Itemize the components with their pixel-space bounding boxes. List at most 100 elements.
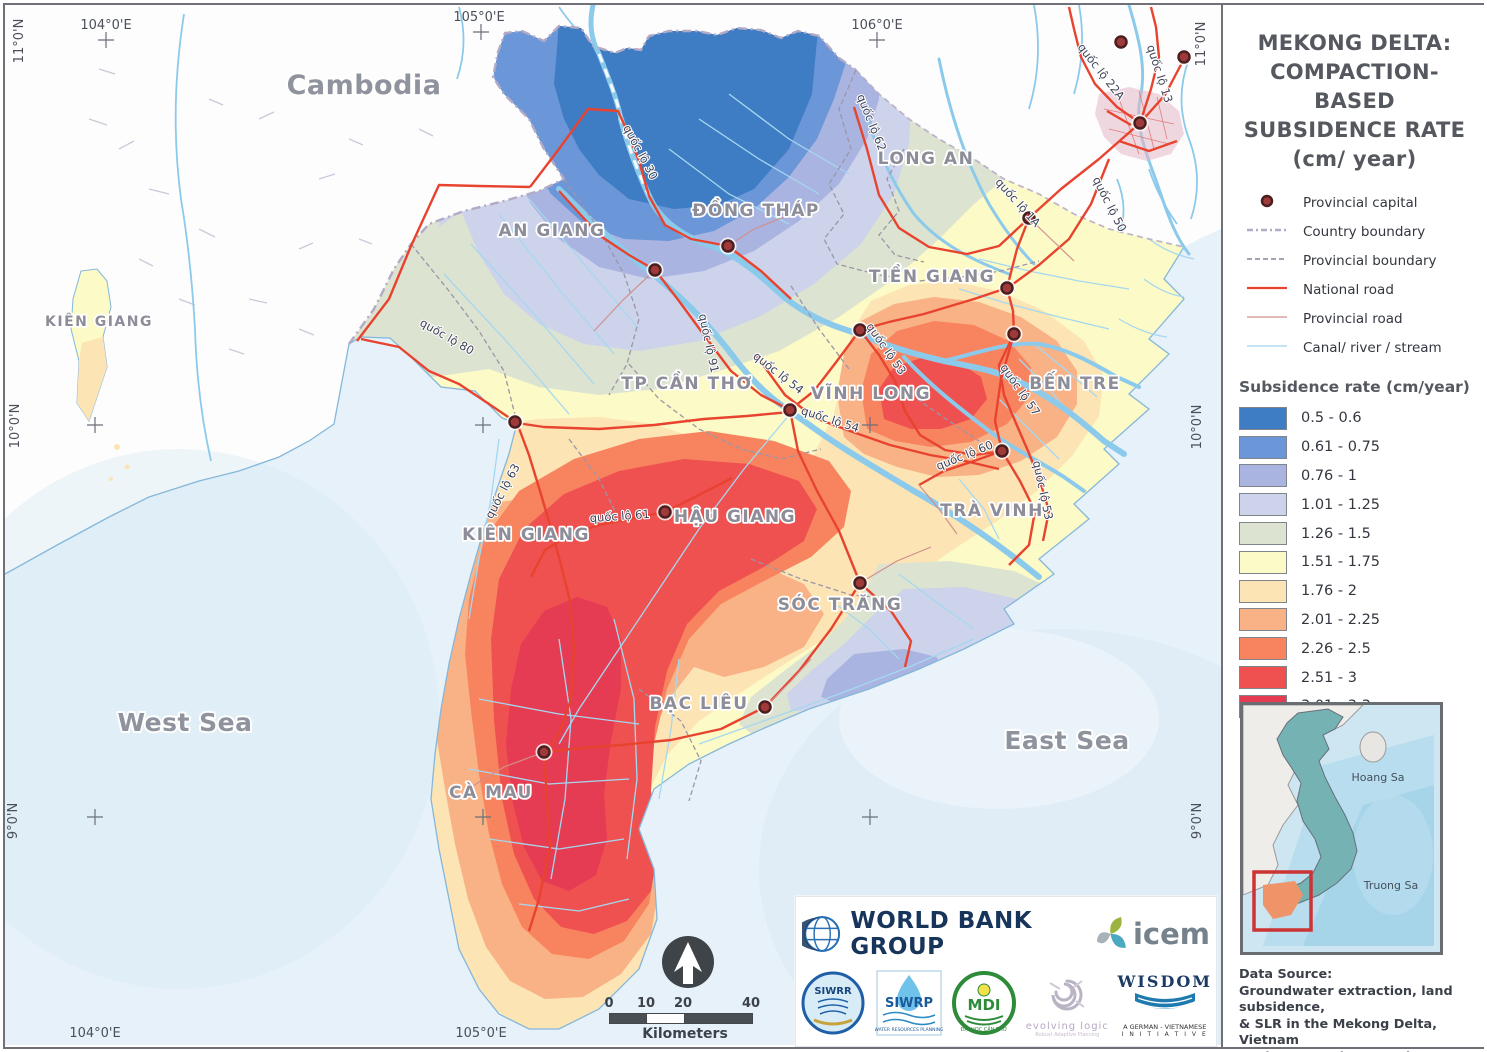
legend-symbol-row: Canal/ river / stream — [1241, 333, 1486, 362]
subsidence-range-label: 1.51 - 1.75 — [1301, 554, 1381, 571]
provincial-capital-dot — [853, 323, 867, 337]
coordinate-label: 104°0'E — [80, 18, 131, 33]
region-label: ĐỒNG THÁP — [692, 197, 820, 221]
subsidence-color-swatch — [1239, 464, 1287, 488]
inset-delta-highlight — [1263, 881, 1303, 919]
provincial-capital-dot — [537, 745, 551, 759]
subsidence-range-label: 0.5 - 0.6 — [1301, 410, 1362, 427]
region-label: West Sea — [117, 708, 252, 737]
graticule-cross — [475, 417, 491, 433]
national-roads — [356, 6, 1187, 932]
capital-halo — [646, 261, 664, 279]
subsidence-class-row: 0.61 - 0.75 — [1239, 433, 1486, 462]
region-label: East Sea — [1004, 726, 1129, 755]
inset-label-hoang-sa: Hoang Sa — [1352, 771, 1405, 784]
subsidence-range-label: 0.61 - 0.75 — [1301, 439, 1381, 456]
legend-symbol-row: Country boundary — [1241, 217, 1486, 246]
model-edge-line — [855, 69, 1185, 248]
subsidence-class-row: 2.26 - 2.5 — [1239, 634, 1486, 663]
band-3-01-3-3 — [506, 597, 621, 891]
provincial-road-symbol — [1241, 309, 1293, 329]
subsidence-class-row: 1.51 - 1.75 — [1239, 548, 1486, 577]
coordinate-label: 104°0'E — [69, 1026, 120, 1041]
legend-symbol-list: Provincial capital Country boundary Provin… — [1241, 188, 1486, 362]
subsidence-legend-header: Subsidence rate (cm/year) — [1239, 378, 1470, 396]
capital-halo — [506, 413, 524, 431]
subsidence-range-label: 0.76 - 1 — [1301, 467, 1357, 484]
icem-label: icem — [1132, 917, 1210, 951]
subsidence-class-row: 0.76 - 1 — [1239, 462, 1486, 491]
data-source: Data Source: Groundwater extraction, land… — [1239, 967, 1477, 1052]
region-label: TRÀ VINH — [940, 499, 1044, 521]
region-label: SÓC TRĂNG — [778, 593, 903, 615]
svg-text:ĐẠI HỌC CẦN THƠ: ĐẠI HỌC CẦN THƠ — [961, 1025, 1008, 1033]
data-source-line: & SLR in the Mekong Delta, Vietnam — [1239, 1016, 1438, 1049]
scalebar-tick: 40 — [741, 996, 761, 1011]
wisdom-label: WISDOM — [1117, 972, 1212, 991]
phu-quoc-island — [70, 268, 130, 481]
subsidence-class-row: 1.01 - 1.25 — [1239, 490, 1486, 519]
capital-halo — [1131, 114, 1149, 132]
legend-symbol-label: Provincial boundary — [1303, 252, 1437, 269]
capital-halo — [993, 442, 1011, 460]
legend-symbol-label: Provincial road — [1303, 310, 1403, 327]
inset-mainland — [1242, 704, 1365, 896]
provincial-capital-dot — [783, 403, 797, 417]
map-frame: quốc lộ 30 quốc lộ 62 quốc lộ 91 quốc lộ 54… — [3, 3, 1486, 1052]
subsidence-range-label: 1.01 - 1.25 — [1301, 496, 1381, 513]
region-label: AN GIANG — [499, 221, 606, 241]
legend-panel: MEKONG DELTA: COMPACTION-BASED SUBSIDENCE … — [1223, 5, 1486, 1052]
mdi-logo: MDI ĐẠI HỌC CẦN THƠ — [951, 970, 1017, 1040]
scalebar-tick: 10 — [636, 996, 656, 1011]
region-label: Cambodia — [287, 70, 442, 101]
subsidence-range-label: 2.01 - 2.25 — [1301, 611, 1381, 628]
graticule-cross — [98, 32, 114, 48]
map-title: MEKONG DELTA: COMPACTION-BASED SUBSIDENCE … — [1231, 29, 1478, 174]
graticule-marks — [87, 24, 885, 825]
provincial-capital-dot — [1007, 327, 1021, 341]
provincial-capital-dot — [1133, 116, 1147, 130]
capital-halo — [719, 237, 737, 255]
inset-label-truong-sa: Truong Sa — [1363, 879, 1419, 892]
subsidence-class-row: 2.51 - 3 — [1239, 663, 1486, 692]
scalebar-tick: 20 — [673, 996, 693, 1011]
subsidence-range-label: 2.26 - 2.5 — [1301, 640, 1371, 657]
region-label: LONG AN — [878, 149, 975, 169]
provincial-capital-dot — [1177, 50, 1191, 64]
graticule-cross — [87, 417, 103, 433]
subsidence-class-row: 0.5 - 0.6 — [1239, 404, 1486, 433]
scalebar: Kilometers 0 10 20 40 — [565, 930, 805, 1042]
scalebar-unit: Kilometers — [642, 1026, 728, 1042]
capital-halo — [1175, 48, 1193, 66]
capital-halo — [756, 698, 774, 716]
map-title-line: MEKONG DELTA: — [1257, 31, 1452, 55]
inset-hainan — [1359, 731, 1387, 763]
wisdom-sub1: A GERMAN - VIETNAMESE — [1123, 1023, 1207, 1031]
data-source-line: Groundwater extraction, land subsidence, — [1239, 983, 1453, 1016]
provincial-capital-dot — [758, 700, 772, 714]
subsidence-color-swatch — [1239, 522, 1287, 546]
data-source-line: Environmental Research Letters 9, 2014 — [1239, 1050, 1477, 1052]
subsidence-range-label: 1.76 - 2 — [1301, 583, 1357, 600]
coordinate-label: 11°0'N — [1194, 22, 1209, 67]
legend-symbol-row: Provincial capital — [1241, 188, 1486, 217]
band-0-5-0-6 — [554, 26, 819, 209]
graticule-cross — [473, 24, 489, 40]
map-title-line: COMPACTION-BASED — [1270, 60, 1439, 113]
coastline — [348, 246, 1185, 1030]
national-road-symbol — [1241, 280, 1293, 300]
graticule-cross — [862, 417, 878, 433]
region-label: TP CẦN THƠ — [621, 370, 752, 394]
capital-halo — [1112, 33, 1130, 51]
wisdom-sub2: I N I T I A T I V E — [1121, 1031, 1208, 1038]
subsidence-color-swatch — [1239, 666, 1287, 690]
capital-halo — [781, 401, 799, 419]
svg-text:SIWRP: SIWRP — [885, 996, 933, 1011]
map-canvas: quốc lộ 30 quốc lộ 62 quốc lộ 91 quốc lộ 54… — [5, 5, 1223, 1047]
capital-halo — [851, 574, 869, 592]
sea-shade-west — [5, 449, 439, 989]
svg-text:SIWRR: SIWRR — [814, 986, 852, 997]
graticule-cross — [869, 32, 885, 48]
world-bank-globe-icon — [802, 916, 841, 952]
coordinate-label: 105°0'E — [453, 10, 504, 25]
